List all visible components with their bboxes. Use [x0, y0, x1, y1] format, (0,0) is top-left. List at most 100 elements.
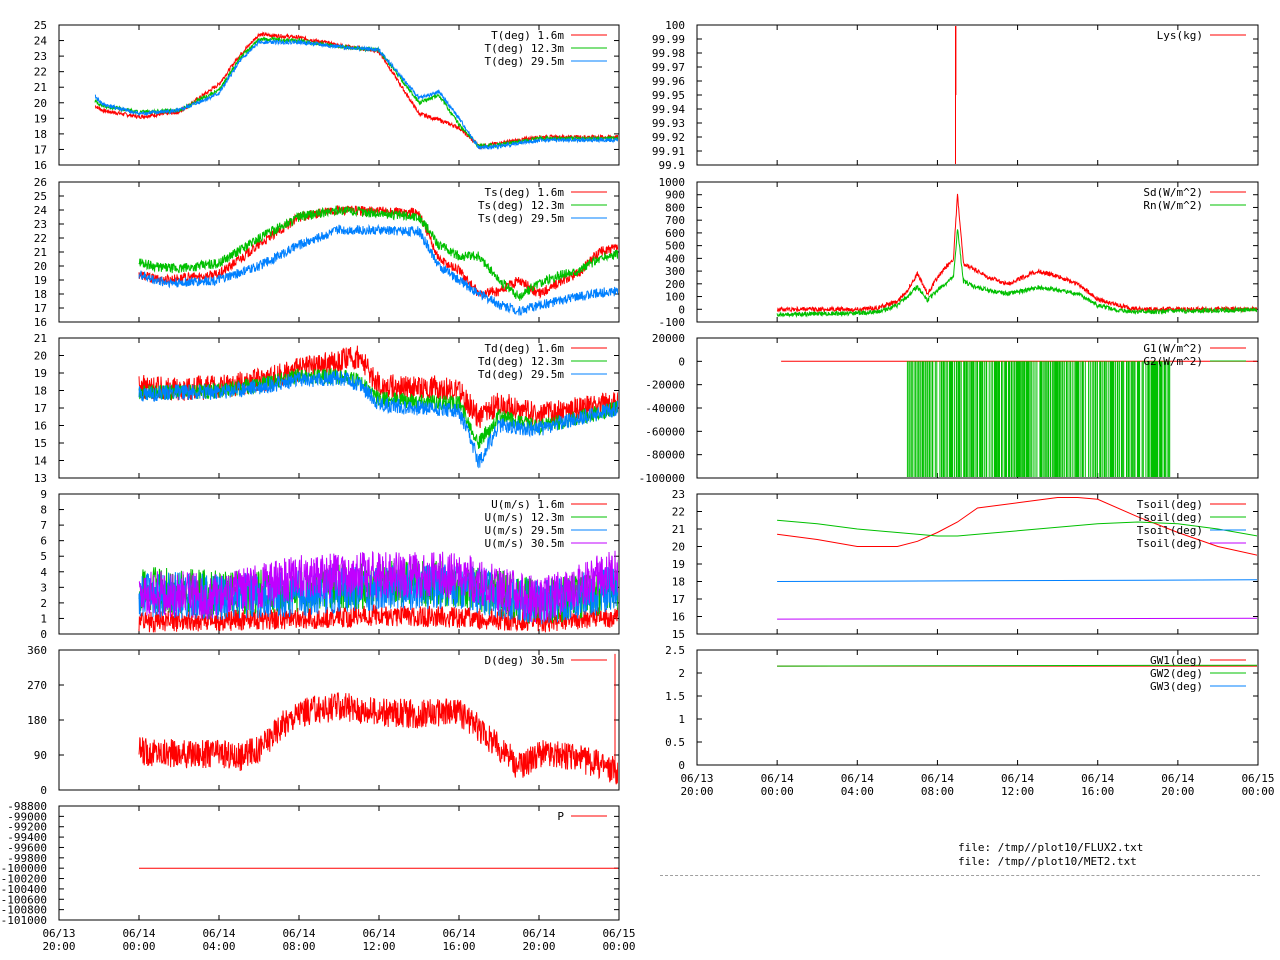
y-tick-label: 180	[27, 714, 47, 727]
x-tick-label-date: 06/14	[1001, 772, 1034, 785]
y-tick-label: 20000	[652, 332, 685, 345]
series-line	[777, 617, 1257, 620]
legend-label: Tsoil(deg)	[1137, 498, 1203, 511]
legend-label: Rn(W/m^2)	[1143, 199, 1203, 212]
y-tick-label: 22	[672, 506, 685, 519]
y-tick-label: 100	[665, 19, 685, 32]
legend-label: T(deg) 1.6m	[491, 29, 564, 42]
x-tick-label-date: 06/14	[522, 927, 555, 940]
x-tick-label-time: 00:00	[1241, 785, 1274, 798]
y-tick-label: -100600	[1, 893, 47, 906]
y-tick-label: 7	[40, 519, 47, 532]
x-tick-label-time: 04:00	[202, 940, 235, 953]
legend-label: Td(deg) 29.5m	[478, 368, 564, 381]
legend-label: Ts(deg) 29.5m	[478, 212, 564, 225]
series-line	[94, 38, 618, 151]
y-tick-label: 26	[34, 176, 47, 189]
series-line	[138, 205, 618, 301]
x-tick-label-time: 00:00	[602, 940, 635, 953]
y-tick-label: 99.94	[652, 103, 685, 116]
chart-lys: 99.999.9199.9299.9399.9499.9599.9699.979…	[652, 19, 1259, 172]
chart-tsoil: 151617181920212223Tsoil(deg)Tsoil(deg)Ts…	[672, 488, 1259, 641]
y-tick-label: 500	[665, 240, 685, 253]
y-tick-label: 22	[34, 66, 47, 79]
series-line	[777, 664, 1257, 667]
x-tick-label-time: 08:00	[282, 940, 315, 953]
legend-label: Ts(deg) 1.6m	[485, 186, 565, 199]
y-tick-label: 200	[665, 278, 685, 291]
y-tick-label: 99.98	[652, 47, 685, 60]
y-tick-label: 270	[27, 679, 47, 692]
chart-gw: 00.511.522.506/1320:0006/1400:0006/1404:…	[665, 644, 1274, 798]
y-tick-label: 0.5	[665, 736, 685, 749]
y-tick-label: 700	[665, 214, 685, 227]
legend-label: GW3(deg)	[1150, 680, 1203, 693]
y-tick-label: 17	[34, 143, 47, 156]
y-tick-label: 18	[34, 128, 47, 141]
legend-label: U(m/s) 1.6m	[491, 498, 564, 511]
x-tick-label-date: 06/14	[122, 927, 155, 940]
y-tick-label: 21	[34, 81, 47, 94]
legend-label: Td(deg) 12.3m	[478, 355, 564, 368]
y-tick-label: 99.91	[652, 145, 685, 158]
y-tick-label: 9	[40, 488, 47, 501]
y-tick-label: 99.95	[652, 89, 685, 102]
chart-d: 0 90 180 270 360 D(deg) 30.5m	[27, 644, 620, 797]
x-tick-label-date: 06/14	[362, 927, 395, 940]
plot-area	[138, 653, 618, 785]
y-tick-label: 900	[665, 189, 685, 202]
x-tick-label-date: 06/14	[1161, 772, 1194, 785]
x-tick-label-time: 08:00	[921, 785, 954, 798]
y-tick-label: -99000	[7, 810, 47, 823]
y-tick-label: 2	[678, 667, 685, 680]
x-tick-label-date: 06/13	[680, 772, 713, 785]
y-tick-label: 19	[672, 558, 685, 571]
series-line	[138, 223, 618, 316]
y-tick-label: 19	[34, 367, 47, 380]
y-tick-label: 8	[40, 504, 47, 517]
x-tick-label-time: 20:00	[42, 940, 75, 953]
legend-label: U(m/s) 30.5m	[485, 537, 565, 550]
legend-label: Ts(deg) 12.3m	[478, 199, 564, 212]
plot-area	[781, 360, 1257, 477]
legend-label: U(m/s) 29.5m	[485, 524, 565, 537]
y-tick-label: 0	[678, 303, 685, 316]
plot-frame	[58, 24, 620, 166]
x-tick-label-time: 20:00	[1161, 785, 1194, 798]
y-tick-label: 99.97	[652, 61, 685, 74]
y-tick-label: 16	[672, 611, 685, 624]
legend-label: Tsoil(deg)	[1137, 537, 1203, 550]
y-tick-label: 600	[665, 227, 685, 240]
plot-frame	[696, 649, 1259, 766]
y-tick-label: -60000	[645, 425, 685, 438]
y-tick-label: -100000	[1, 862, 47, 875]
x-tick-label-date: 06/14	[921, 772, 954, 785]
file-label-met: file: /tmp//plot10/MET2.txt	[958, 855, 1137, 868]
plot-area	[138, 205, 618, 316]
legend-label: GW2(deg)	[1150, 667, 1203, 680]
y-tick-label: -40000	[645, 402, 685, 415]
y-tick-label: 2	[40, 597, 47, 610]
y-tick-label: 24	[34, 35, 48, 48]
series-line	[138, 550, 618, 623]
x-tick-label-time: 12:00	[1001, 785, 1034, 798]
y-tick-label: -20000	[645, 379, 685, 392]
series-line	[138, 564, 618, 625]
y-tick-label: 6	[40, 535, 47, 548]
y-tick-label: -100	[659, 316, 686, 329]
x-tick-label-time: 04:00	[841, 785, 874, 798]
legend-label: Tsoil(deg)	[1137, 511, 1203, 524]
y-tick-label: 90	[34, 749, 47, 762]
series-line	[777, 519, 1257, 537]
legend-label: GW1(deg)	[1150, 654, 1203, 667]
legend-label: Lys(kg)	[1157, 29, 1203, 42]
y-tick-label: -100400	[1, 883, 47, 896]
x-tick-label-date: 06/15	[602, 927, 635, 940]
y-tick-label: 17	[672, 593, 685, 606]
y-tick-label: 20	[34, 350, 47, 363]
